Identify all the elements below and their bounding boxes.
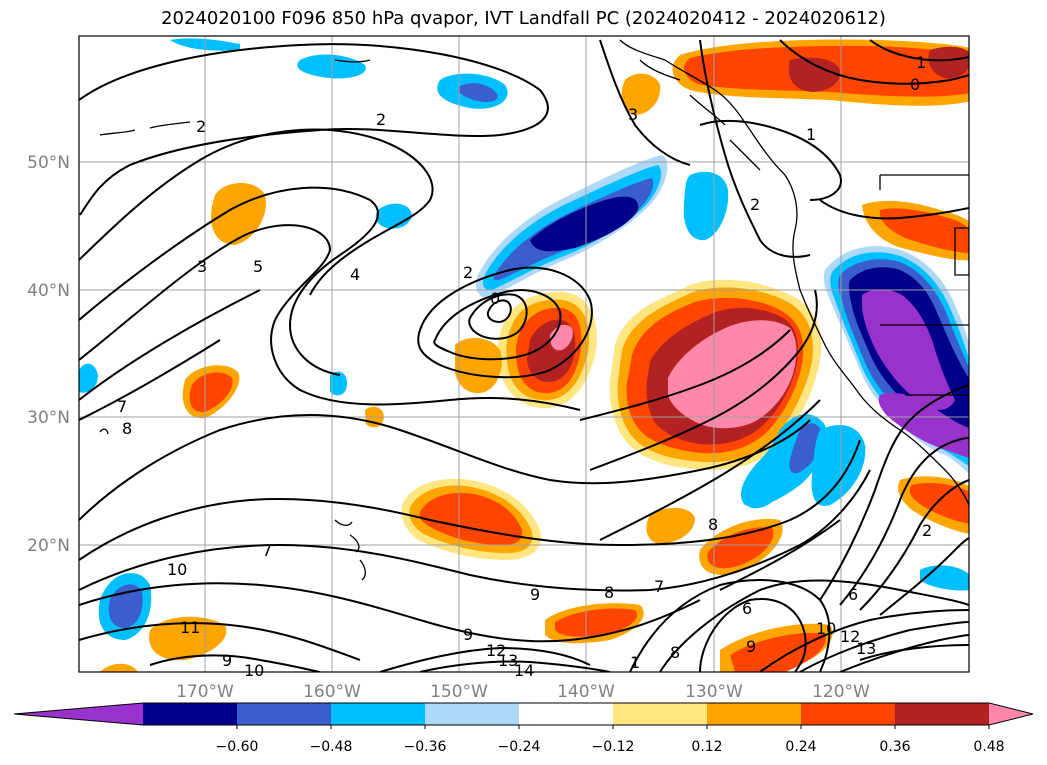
- contour-label: 7: [654, 577, 664, 596]
- lon-label: 140°W: [557, 682, 615, 702]
- colorbar-segment: [519, 703, 614, 725]
- contour-label: 3: [197, 257, 207, 276]
- contour-label: 10: [167, 560, 187, 579]
- colorbar-tick-label: 0.48: [973, 739, 1004, 755]
- colorbar-segment: [425, 703, 520, 725]
- contour-labels: 1 2 2 3 5 4 2 0 7 8 10 7 11 9 10 9 8 7 6…: [117, 53, 932, 680]
- coastlines: [99, 39, 969, 581]
- contour-label: 14: [514, 661, 534, 680]
- colorbar-tick-label: −0.36: [404, 739, 447, 755]
- contour-label: 0: [910, 75, 920, 94]
- colorbar-tick-label: −0.12: [592, 739, 635, 755]
- contour-label: 1: [630, 653, 640, 672]
- contour-label: 7: [262, 541, 272, 560]
- colorbar-extend-low: [14, 703, 143, 725]
- lat-label: 20°N: [27, 536, 70, 556]
- lat-label: 50°N: [27, 153, 70, 173]
- colorbar: −0.60 −0.48 −0.36 −0.24 −0.12 0.12 0.24 0.36 0.4…: [13, 702, 1034, 755]
- colorbar-segment: [707, 703, 802, 725]
- longitude-labels: 170°W 160°W 150°W 140°W 130°W 120°W: [176, 682, 870, 702]
- colorbar-segment: [613, 703, 708, 725]
- colorbar-tick-label: −0.48: [310, 739, 353, 755]
- contour-label: 5: [253, 257, 263, 276]
- contour-label: 8: [122, 419, 132, 438]
- colorbar-tick-label: 0.12: [691, 739, 722, 755]
- colorbar-segment: [895, 703, 990, 725]
- contour-label: 1: [806, 125, 816, 144]
- colorbar-segment: [237, 703, 332, 725]
- colorbar-segment: [331, 703, 426, 725]
- contour-label: 9: [463, 625, 473, 644]
- colorbar-tick-label: −0.24: [498, 739, 541, 755]
- contour-label: 8: [604, 583, 614, 602]
- lon-label: 170°W: [176, 682, 234, 702]
- contour-label: 2: [750, 195, 760, 214]
- colorbar-tick-label: 0.24: [785, 739, 816, 755]
- contour-label: 2: [463, 263, 473, 282]
- contour-label: 4: [350, 265, 360, 284]
- contour-label: 10: [816, 619, 836, 638]
- colorbar-tick-label: 0.36: [879, 739, 910, 755]
- latitude-labels: 50°N 40°N 30°N 20°N: [27, 153, 70, 556]
- contour-label: 3: [628, 105, 638, 124]
- contour-label: 12: [486, 641, 506, 660]
- graticule: [79, 36, 969, 672]
- contour-label: 0: [490, 289, 500, 308]
- contour-label: 6: [742, 599, 752, 618]
- contour-label: 9: [530, 585, 540, 604]
- contour-label: 7: [117, 397, 127, 416]
- colorbar-outline: [13, 702, 1034, 726]
- colorbar-segment: [143, 703, 238, 725]
- contour-label: 11: [180, 618, 200, 637]
- contour-label: 9: [222, 651, 232, 670]
- contour-label: 2: [922, 521, 932, 540]
- contour-label: 8: [708, 515, 718, 534]
- colorbar-tick-label: −0.60: [216, 739, 259, 755]
- colorbar-segment: [801, 703, 896, 725]
- lon-label: 150°W: [430, 682, 488, 702]
- contour-label: 6: [848, 585, 858, 604]
- contour-label: 13: [498, 651, 518, 670]
- lon-label: 120°W: [812, 682, 870, 702]
- contour-label: 9: [746, 637, 756, 656]
- contour-label: 10: [244, 661, 264, 680]
- lon-label: 130°W: [685, 682, 743, 702]
- map-title: 2024020100 F096 850 hPa qvapor, IVT Land…: [161, 8, 886, 29]
- ivt-contours: [79, 39, 969, 672]
- contour-label: 12: [840, 627, 860, 646]
- colorbar-extend-high: [989, 703, 1033, 725]
- map-border: [78, 35, 970, 673]
- contour-label: 8: [670, 643, 680, 662]
- lat-label: 40°N: [27, 281, 70, 301]
- contour-label: 1: [916, 53, 926, 72]
- contour-label: 13: [856, 639, 876, 658]
- contour-label: 2: [376, 110, 386, 129]
- lat-label: 30°N: [27, 408, 70, 428]
- contour-label: 2: [196, 117, 206, 136]
- lon-label: 160°W: [303, 682, 361, 702]
